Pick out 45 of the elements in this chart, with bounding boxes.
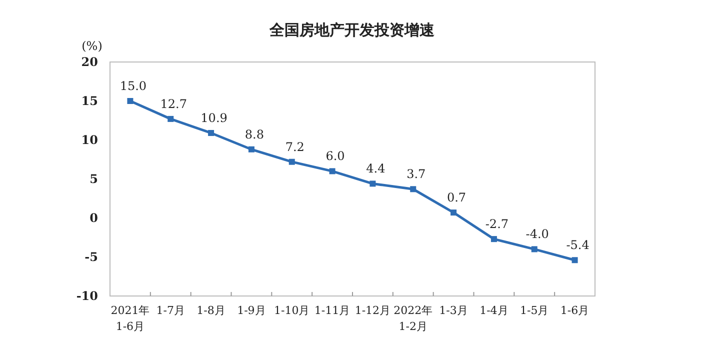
point bbox=[248, 146, 254, 152]
text: -5.4 bbox=[566, 238, 590, 252]
y-tick-label: 0 bbox=[90, 211, 98, 225]
text: 7.2 bbox=[285, 140, 304, 154]
y-tick-label: 20 bbox=[81, 55, 98, 69]
point bbox=[370, 180, 376, 187]
text: 0.7 bbox=[446, 190, 466, 205]
text: 10.9 bbox=[200, 110, 228, 125]
y-tick-label: -5 bbox=[84, 250, 98, 264]
chart-title: 全国房地产开发投资增速 bbox=[268, 21, 436, 39]
point bbox=[329, 168, 336, 174]
text: 6.0 bbox=[326, 149, 345, 164]
y-axis-title: (%) bbox=[82, 39, 102, 53]
text: 8.8 bbox=[244, 127, 264, 142]
point bbox=[490, 236, 497, 242]
point bbox=[288, 158, 295, 165]
point bbox=[410, 186, 416, 192]
x-tick-label: 1-12月 bbox=[354, 304, 391, 317]
y-tick-label: 5 bbox=[90, 172, 98, 186]
x-tick-label: 1-5月 bbox=[520, 304, 549, 317]
text: 15.0 bbox=[120, 79, 147, 93]
text: 3.7 bbox=[406, 167, 426, 182]
text: 4.4 bbox=[366, 162, 386, 176]
x-tick-label: 1-3月 bbox=[439, 304, 468, 317]
point bbox=[572, 257, 578, 264]
x-tick-label: 1-6月 bbox=[560, 304, 590, 317]
x-tick-label: 2021年 1-6月 bbox=[110, 304, 150, 333]
x-tick-label: 1-9月 bbox=[237, 304, 266, 317]
point bbox=[531, 246, 538, 252]
point bbox=[208, 130, 214, 136]
text: 12.7 bbox=[160, 96, 187, 111]
x-tick-label: 2022年 1-2月 bbox=[394, 304, 433, 333]
text: -4.0 bbox=[526, 227, 549, 242]
text: -2.7 bbox=[485, 217, 509, 232]
y-tick-label: 10 bbox=[81, 133, 98, 147]
y-tick-label: 15 bbox=[81, 94, 98, 108]
x-tick-label: 1-8月 bbox=[196, 304, 226, 317]
point bbox=[168, 116, 174, 122]
point bbox=[127, 98, 134, 104]
x-tick-label: 1-4月 bbox=[480, 304, 508, 317]
x-tick-label: 1-7月 bbox=[156, 304, 185, 317]
point bbox=[450, 210, 457, 216]
y-tick-label: -10 bbox=[76, 289, 98, 303]
x-tick-label: 1-11月 bbox=[314, 304, 350, 317]
x-tick-label: 1-10月 bbox=[274, 304, 310, 317]
